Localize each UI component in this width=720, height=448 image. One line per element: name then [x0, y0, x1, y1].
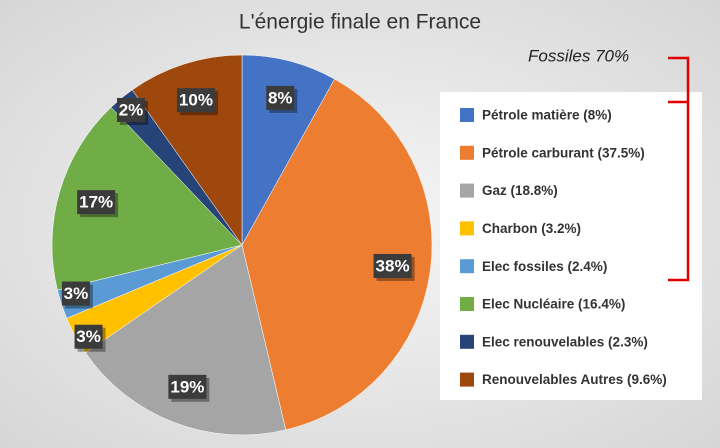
legend-label: Pétrole matière (8%): [482, 108, 612, 123]
data-label: 10%: [179, 91, 213, 110]
data-label-box: [117, 97, 146, 122]
legend-swatch: [460, 221, 474, 236]
legend-swatch: [460, 372, 474, 387]
data-label-box: [168, 374, 207, 399]
annotation: Fossiles 70%: [528, 46, 629, 65]
data-label: 2%: [119, 100, 144, 119]
pie-slice: [85, 244, 287, 436]
legend-label: Elec Nucléaire (16.4%): [482, 297, 625, 312]
chart-title: L'énergie finale en France: [239, 11, 481, 34]
data-label-box: [61, 281, 90, 306]
legend-swatch: [460, 297, 474, 311]
data-label: 8%: [268, 88, 293, 107]
legend-label: Elec renouvelables (2.3%): [482, 334, 648, 349]
legend-swatch: [460, 259, 474, 274]
pie-slice: [51, 106, 243, 291]
data-label: 38%: [376, 256, 410, 275]
legend-swatch: [460, 108, 474, 122]
data-label: 3%: [64, 284, 89, 303]
pie-slice: [241, 54, 335, 246]
bracket: [668, 56, 690, 282]
pie-slice: [241, 78, 433, 431]
legend-swatch: [460, 183, 474, 198]
data-label: 17%: [79, 193, 113, 212]
legend-label: Elec fossiles (2.4%): [482, 259, 607, 274]
data-label-box: [266, 85, 295, 110]
data-label-box: [373, 253, 412, 278]
legend-box: [440, 92, 702, 400]
legend-swatch: [460, 334, 474, 349]
legend-label: Renouvelables Autres (9.6%): [482, 372, 667, 387]
legend-label: Pétrole carburant (37.5%): [482, 145, 645, 160]
data-label: 19%: [170, 377, 204, 396]
data-label-box: [176, 88, 215, 113]
legend-swatch: [460, 145, 474, 160]
data-label-box: [77, 190, 116, 215]
legend-label: Gaz (18.8%): [482, 183, 558, 198]
legend-label: Charbon (3.2%): [482, 221, 581, 236]
data-label-box: [74, 324, 103, 349]
data-label: 3%: [76, 327, 101, 346]
